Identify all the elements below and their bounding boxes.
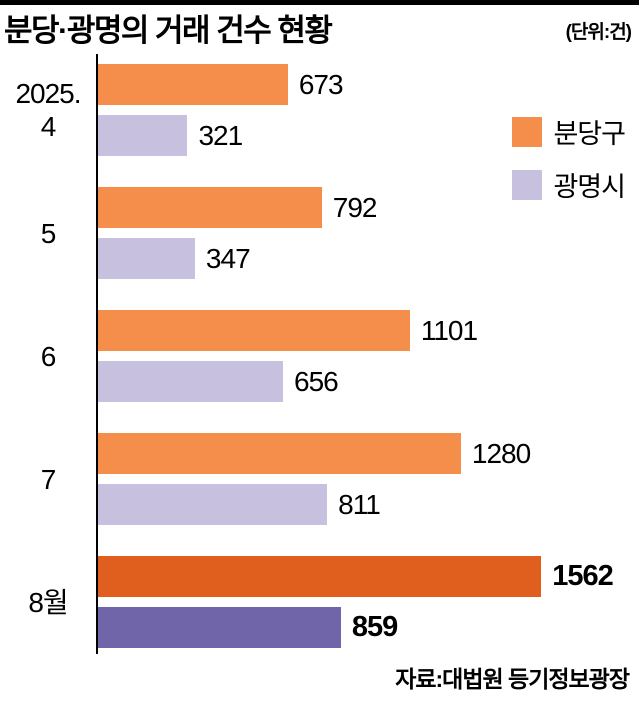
category-label: 5 xyxy=(40,217,57,249)
category-label: 6 xyxy=(40,340,57,372)
legend-label-bundang: 분당구 xyxy=(553,119,626,150)
value-label: 656 xyxy=(294,365,339,397)
bar-group: 5 792 347 xyxy=(0,187,639,280)
bar-chart: 2025. 4 673 321 5 792 347 6 1101 656 7 1280 811 8월 156… xyxy=(0,50,639,656)
bar-groups: 2025. 4 673 321 5 792 347 6 1101 656 7 1280 811 8월 156… xyxy=(0,64,639,649)
bar-광명시 xyxy=(96,361,283,403)
bar-row: 347 xyxy=(96,238,639,280)
value-label: 859 xyxy=(351,611,398,644)
bar-분당구 xyxy=(96,187,322,229)
bar-group: 6 1101 656 xyxy=(0,310,639,403)
bar-분당구 xyxy=(96,556,542,598)
legend-swatch-gwangmyeong xyxy=(512,169,543,200)
legend-swatch-bundang xyxy=(512,116,543,147)
bar-row: 1280 xyxy=(96,433,639,475)
bar-row: 673 xyxy=(96,64,639,106)
legend: 분당구 광명시 xyxy=(512,112,626,204)
source-credit: 자료:대법원 등기정보광장 xyxy=(395,666,630,693)
value-label: 1280 xyxy=(471,437,531,469)
bar-row: 1562 xyxy=(96,556,639,598)
value-label: 792 xyxy=(332,191,378,223)
chart-card: 분당·광명의 거래 건수 현황 (단위:건) 2025. 4 673 321 5 792 3… xyxy=(0,5,639,694)
category-label: 7 xyxy=(40,463,57,495)
bar-광명시 xyxy=(96,607,341,649)
bar-광명시 xyxy=(96,484,328,526)
bar-분당구 xyxy=(96,310,410,352)
value-label: 811 xyxy=(338,488,381,520)
legend-label-gwangmyeong: 광명시 xyxy=(553,172,626,203)
bar-row: 811 xyxy=(96,484,639,526)
unit-label: (단위:건) xyxy=(565,22,632,44)
bar-row: 321 xyxy=(96,115,639,157)
y-axis-line xyxy=(96,54,98,655)
value-label: 1101 xyxy=(420,314,478,346)
chart-header: 분당·광명의 거래 건수 현황 (단위:건) xyxy=(0,5,639,50)
bar-row: 859 xyxy=(96,607,639,649)
legend-item-gwangmyeong: 광명시 xyxy=(512,165,626,204)
bar-분당구 xyxy=(96,433,461,475)
category-label: 2025. 4 xyxy=(15,78,81,143)
bar-group: 8월 1562 859 xyxy=(0,556,639,649)
value-label: 347 xyxy=(205,242,251,274)
bar-row: 792 xyxy=(96,187,639,229)
bar-row: 1101 xyxy=(96,310,639,352)
bar-row: 656 xyxy=(96,361,639,403)
category-label: 8월 xyxy=(28,586,68,618)
chart-title: 분당·광명의 거래 건수 현황 xyxy=(4,13,333,48)
value-label: 1562 xyxy=(552,560,614,593)
bar-분당구 xyxy=(96,64,288,106)
bar-광명시 xyxy=(96,238,195,280)
bar-광명시 xyxy=(96,115,188,157)
bar-group: 2025. 4 673 321 xyxy=(0,64,639,157)
value-label: 673 xyxy=(298,68,344,100)
legend-item-bundang: 분당구 xyxy=(512,112,626,151)
value-label: 321 xyxy=(198,119,243,151)
bar-group: 7 1280 811 xyxy=(0,433,639,526)
